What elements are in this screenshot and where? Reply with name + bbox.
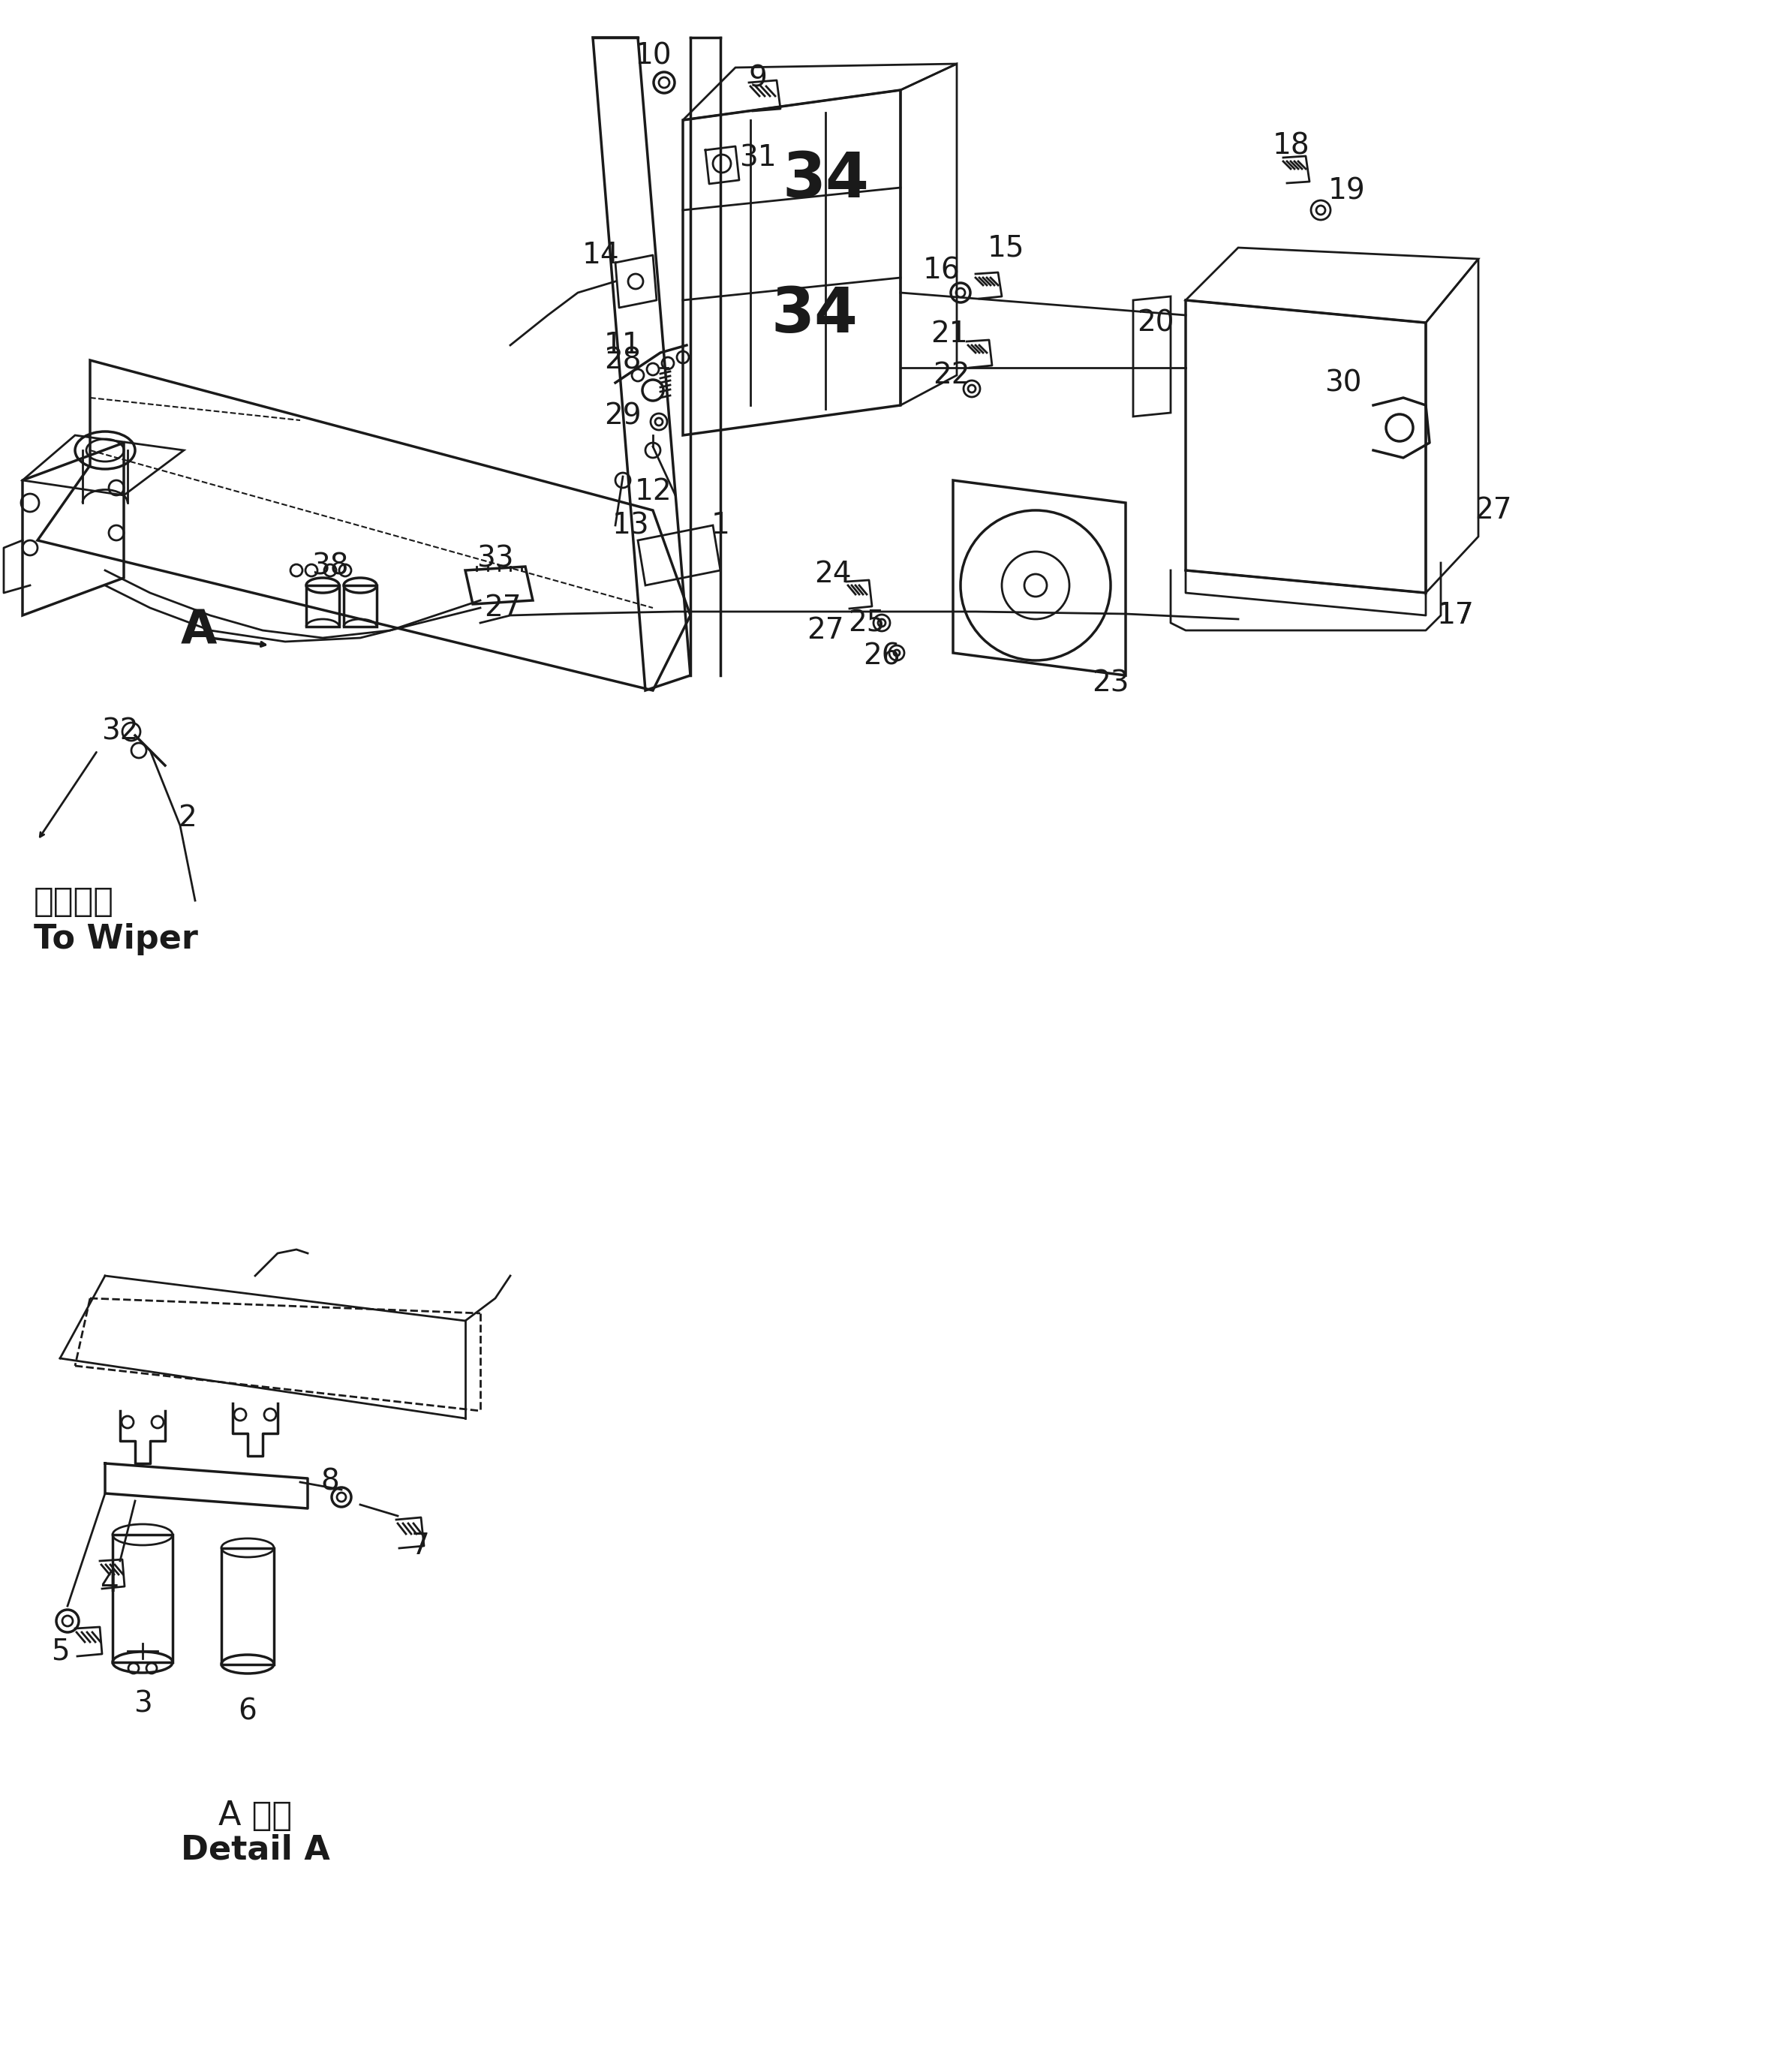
- Bar: [305, 586, 339, 626]
- Text: 12: 12: [634, 477, 672, 506]
- Text: 27: 27: [807, 615, 845, 644]
- Text: 6: 6: [238, 1697, 257, 1726]
- Text: 33: 33: [477, 545, 514, 574]
- Text: 29: 29: [604, 402, 641, 431]
- Text: 13: 13: [613, 512, 648, 539]
- Text: 23: 23: [1091, 669, 1129, 696]
- Text: 19: 19: [1329, 176, 1366, 205]
- Text: 18: 18: [1272, 133, 1309, 162]
- Text: 17: 17: [1438, 601, 1475, 630]
- Text: To Wiper: To Wiper: [34, 922, 198, 955]
- Text: 4: 4: [100, 1569, 118, 1598]
- Text: 31: 31: [739, 143, 777, 172]
- Text: 1: 1: [711, 512, 730, 539]
- Text: 34: 34: [782, 149, 870, 211]
- Text: 27: 27: [484, 593, 522, 622]
- Text: 24: 24: [814, 559, 852, 588]
- Text: 30: 30: [1325, 369, 1363, 398]
- Text: 17: 17: [1438, 601, 1475, 630]
- Text: 14: 14: [582, 240, 620, 269]
- Bar: [343, 586, 377, 626]
- Text: 26: 26: [863, 642, 900, 671]
- Text: 3: 3: [134, 1689, 152, 1718]
- Bar: [221, 1548, 273, 1664]
- Text: Detail A: Detail A: [180, 1834, 330, 1867]
- Text: 16: 16: [923, 257, 961, 284]
- Text: 22: 22: [932, 361, 970, 390]
- Text: ワイパヘ: ワイパヘ: [34, 885, 114, 918]
- Text: 27: 27: [1475, 495, 1513, 524]
- Text: 20: 20: [1138, 309, 1173, 338]
- Text: 32: 32: [102, 717, 139, 746]
- Bar: [113, 1535, 173, 1662]
- Text: 10: 10: [634, 41, 672, 70]
- Text: 38: 38: [311, 553, 348, 580]
- Text: 21: 21: [931, 319, 968, 348]
- Text: 15: 15: [988, 234, 1023, 261]
- Text: 28: 28: [604, 346, 641, 375]
- Text: A: A: [180, 607, 218, 653]
- Text: 25: 25: [848, 609, 886, 636]
- Text: A 詳細: A 詳細: [218, 1801, 291, 1832]
- Text: 2: 2: [179, 804, 196, 833]
- Text: 5: 5: [50, 1637, 70, 1666]
- Text: 7: 7: [411, 1531, 430, 1560]
- Text: 34: 34: [772, 284, 857, 346]
- Text: 11: 11: [604, 332, 641, 358]
- Text: 9: 9: [748, 64, 768, 93]
- Text: 8: 8: [321, 1467, 339, 1496]
